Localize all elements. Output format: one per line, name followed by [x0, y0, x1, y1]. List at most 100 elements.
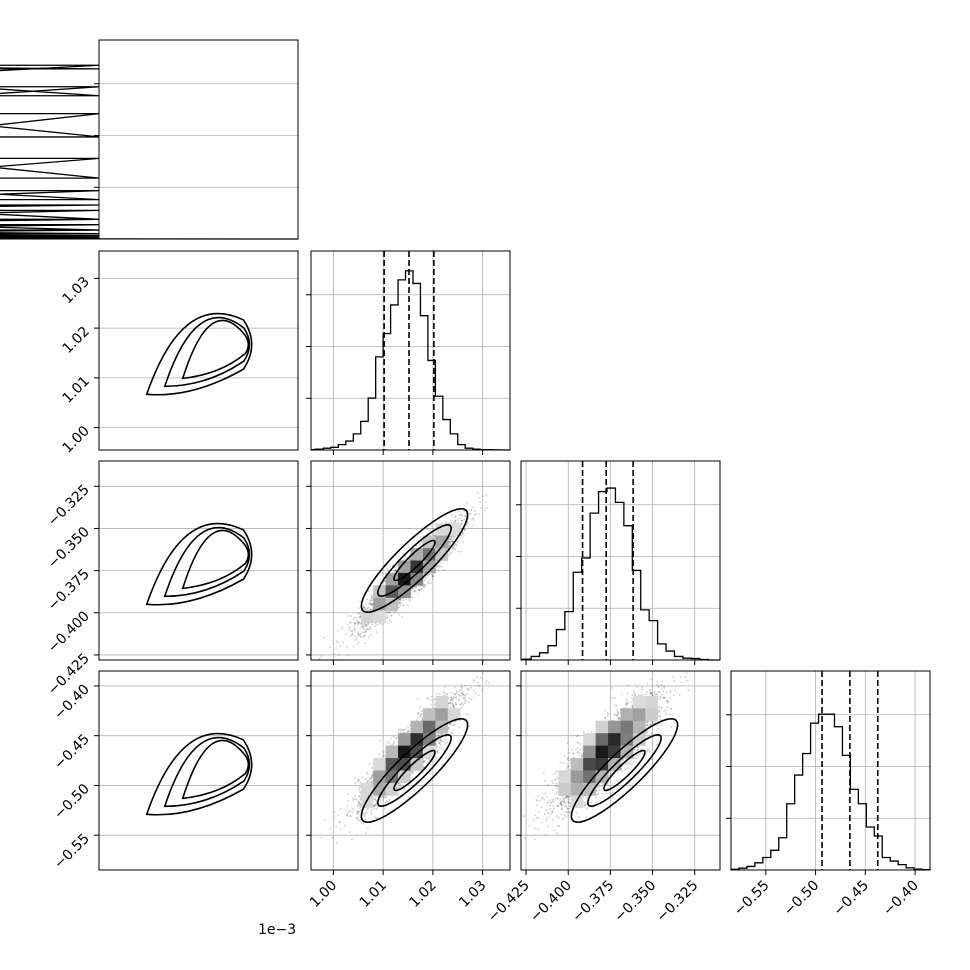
scatter-point: [431, 531, 434, 534]
scatter-point: [388, 799, 391, 801]
scatter-point: [454, 544, 457, 546]
scatter-point: [347, 654, 350, 657]
scatter-point: [329, 646, 331, 649]
scatter-point: [461, 515, 464, 517]
scatter-point: [458, 517, 461, 519]
scatter-point: [451, 699, 454, 702]
scatter-point: [348, 625, 350, 628]
scatter-point: [466, 521, 468, 524]
scatter-point: [410, 771, 413, 773]
scatter-point: [446, 742, 449, 744]
scatter-point: [455, 698, 457, 700]
scatter-point: [403, 787, 405, 790]
scatter-point: [338, 821, 340, 823]
scatter-point: [464, 529, 466, 531]
scatter-point: [389, 611, 391, 614]
panel-1-1: [306, 250, 511, 455]
scatter-point: [391, 564, 394, 567]
scatter-point: [399, 599, 401, 601]
scatter-point: [478, 496, 481, 499]
scatter-point: [407, 558, 410, 561]
scatter-point: [370, 609, 372, 611]
scatter-point: [357, 631, 359, 633]
scatter-point: [368, 603, 370, 605]
scatter-point: [353, 622, 356, 624]
scatter-point: [452, 540, 454, 543]
scatter-point: [454, 515, 457, 518]
scatter-point: [371, 774, 374, 776]
scatter-point: [460, 692, 463, 694]
scatter-point: [432, 577, 434, 580]
axis-frame: [310, 250, 511, 451]
scatter-point: [351, 807, 353, 810]
scatter-point: [358, 612, 361, 615]
scatter-point: [439, 692, 441, 695]
scatter-point: [463, 697, 466, 700]
scatter-point: [375, 803, 378, 806]
scatter-point: [370, 600, 372, 602]
scatter-point: [454, 515, 457, 518]
scatter-point: [423, 584, 426, 586]
scatter-point: [439, 747, 442, 750]
scatter-point: [432, 534, 435, 536]
scatter-point: [373, 798, 376, 800]
panel-1-0: [94, 250, 299, 451]
scatter-point: [405, 728, 407, 730]
scatter-point: [400, 598, 402, 600]
scatter-point: [467, 521, 469, 524]
scatter-point: [346, 814, 349, 817]
scatter-point: [353, 777, 356, 779]
scatter-point: [422, 577, 425, 580]
scatter-point: [451, 551, 453, 553]
scatter-point: [417, 711, 419, 714]
scatter-point: [329, 827, 331, 830]
scatter-point: [368, 599, 371, 602]
scatter-point: [353, 635, 356, 637]
scatter-point: [392, 742, 395, 745]
scatter-point: [461, 522, 463, 525]
scatter-point: [359, 791, 362, 794]
scatter-point: [437, 734, 440, 737]
scatter-point: [452, 546, 455, 548]
scatter-point: [415, 544, 418, 547]
scatter-point: [371, 595, 374, 598]
scatter-point: [374, 803, 377, 806]
scatter-point: [463, 528, 466, 530]
scatter-point: [372, 774, 374, 777]
scatter-point: [419, 715, 421, 717]
scatter-point: [481, 689, 484, 691]
scatter-point: [395, 737, 397, 740]
scatter-point: [453, 536, 455, 538]
scatter-point: [382, 796, 385, 799]
scatter-point: [453, 522, 456, 524]
scatter-point: [454, 519, 457, 522]
scatter-point: [386, 567, 389, 570]
scatter-point: [339, 821, 341, 824]
panel-3-1: [306, 670, 511, 875]
scatter-point: [449, 542, 452, 545]
scatter-point: [454, 723, 456, 726]
scatter-point: [357, 632, 359, 635]
scatter-point: [475, 513, 477, 515]
scatter-point: [450, 535, 452, 538]
scatter-point: [480, 676, 482, 679]
scatter-point: [359, 795, 361, 797]
scatter-point: [472, 519, 475, 522]
scatter-point: [363, 623, 365, 626]
scatter-point: [370, 811, 372, 814]
scatter-point: [376, 802, 378, 805]
scatter-point: [415, 586, 418, 588]
scatter-point: [430, 696, 433, 698]
scatter-point: [464, 515, 466, 517]
scatter-point: [379, 799, 382, 801]
scatter-point: [349, 621, 352, 624]
scatter-point: [382, 798, 384, 801]
scatter-point: [477, 492, 479, 494]
scatter-point: [353, 625, 356, 627]
scatter-point: [365, 625, 368, 628]
scatter-point: [444, 735, 447, 737]
scatter-point: [390, 744, 393, 747]
scatter-point: [466, 502, 468, 504]
scatter-point: [449, 707, 452, 709]
scatter-point: [450, 697, 453, 700]
